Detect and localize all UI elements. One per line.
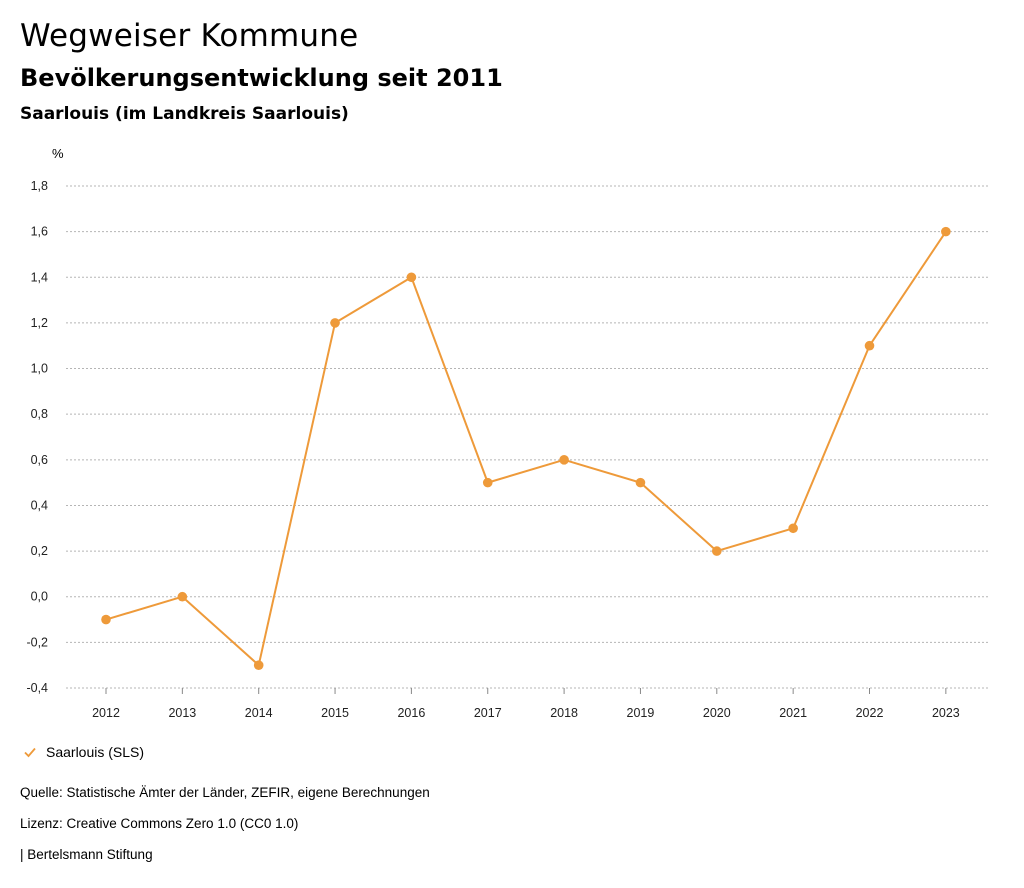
data-point[interactable] — [330, 318, 340, 328]
data-point[interactable] — [788, 523, 798, 534]
x-tick-label: 2012 — [92, 706, 120, 720]
data-point[interactable] — [864, 340, 875, 351]
data-point[interactable] — [712, 546, 722, 556]
data-point[interactable] — [177, 591, 188, 602]
brand-note: | Bertelsmann Stiftung — [20, 847, 153, 862]
y-tick-label: 0,4 — [31, 498, 48, 512]
series-line — [105, 231, 947, 667]
page-title: Wegweiser Kommune — [20, 18, 359, 54]
grid-lines — [66, 185, 990, 689]
x-tick-label: 2017 — [474, 706, 502, 720]
legend[interactable]: Saarlouis (SLS) — [22, 744, 144, 760]
line-chart: % 1,8 1,6 1,4 1,2 1,0 0,8 0,6 0,4 0,2 0,0 -0,2 -0,4… — [26, 146, 990, 720]
x-tick-label: 2013 — [168, 706, 196, 720]
x-tick-label: 2022 — [856, 706, 884, 720]
source-note: Quelle: Statistische Ämter der Länder, Z… — [20, 785, 430, 800]
y-tick-label: 1,0 — [31, 362, 48, 376]
y-tick-label: -0,4 — [26, 681, 48, 695]
data-point[interactable] — [635, 477, 646, 488]
x-axis-ticks: 2012 2013 2014 2015 2016 2017 2018 2019 2020 2021… — [92, 688, 960, 720]
data-point[interactable] — [559, 455, 569, 465]
y-tick-label: 0,0 — [31, 590, 48, 604]
y-tick-label: 1,6 — [31, 225, 48, 239]
data-point[interactable] — [406, 272, 417, 283]
x-tick-label: 2018 — [550, 706, 578, 720]
data-point[interactable] — [101, 614, 111, 625]
x-tick-label: 2019 — [627, 706, 655, 720]
x-tick-label: 2015 — [321, 706, 349, 720]
series-layer — [101, 226, 951, 670]
y-axis-ticks: 1,8 1,6 1,4 1,2 1,0 0,8 0,6 0,4 0,2 0,0 -0,2 -0,4 — [26, 179, 48, 695]
license-note: Lizenz: Creative Commons Zero 1.0 (CC0 1… — [20, 816, 299, 831]
legend-label: Saarlouis (SLS) — [46, 744, 145, 760]
y-tick-label: 1,8 — [31, 179, 48, 193]
x-tick-label: 2023 — [932, 706, 960, 720]
data-point[interactable] — [482, 477, 493, 488]
chart-subtitle: Bevölkerungsentwicklung seit 2011 — [20, 64, 503, 92]
y-tick-label: -0,2 — [26, 635, 48, 649]
y-tick-label: 0,2 — [31, 544, 48, 558]
y-tick-label: 1,4 — [31, 270, 48, 284]
x-tick-label: 2016 — [397, 706, 425, 720]
region-label: Saarlouis (im Landkreis Saarlouis) — [20, 104, 349, 124]
y-tick-label: 0,6 — [31, 453, 48, 467]
data-point[interactable] — [253, 660, 264, 670]
checkmark-icon — [24, 747, 36, 758]
y-tick-label: 0,8 — [31, 407, 48, 421]
data-point[interactable] — [941, 226, 951, 237]
x-tick-label: 2014 — [245, 706, 273, 720]
y-axis-unit: % — [52, 146, 64, 161]
y-tick-label: 1,2 — [31, 316, 48, 330]
x-tick-label: 2021 — [779, 706, 807, 720]
x-tick-label: 2020 — [703, 706, 731, 720]
